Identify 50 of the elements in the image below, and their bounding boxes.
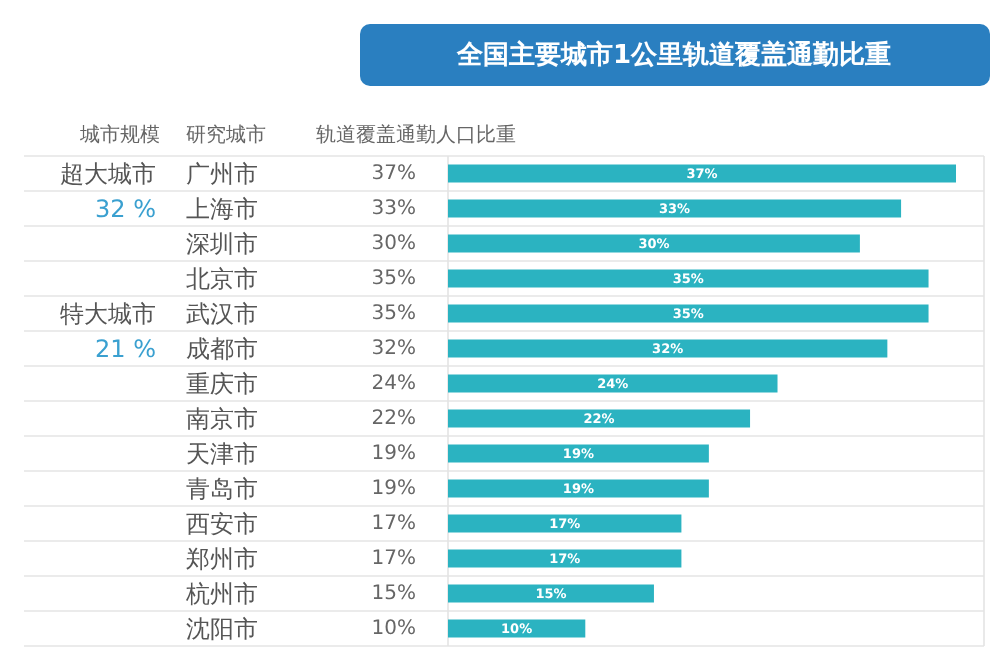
- y-tick-label: 上海市: [186, 194, 258, 223]
- data-label: 35%: [371, 302, 416, 325]
- y-tick-label: 成都市: [186, 334, 258, 363]
- y-tick-label: 重庆市: [186, 369, 258, 398]
- data-label: 37%: [371, 162, 416, 185]
- bar: [448, 164, 956, 183]
- bar: [448, 269, 929, 288]
- data-label: 17%: [371, 512, 416, 535]
- y-tick-label: 天津市: [186, 439, 258, 468]
- y-tick-label: 郑州市: [186, 544, 258, 573]
- y-tick-label: 西安市: [186, 509, 258, 538]
- text: 特大城市: [60, 299, 156, 328]
- y-tick-label: 深圳市: [186, 229, 258, 258]
- data-label: 24%: [371, 372, 416, 395]
- y-tick-label: 武汉市: [186, 299, 258, 328]
- data-label: 10%: [371, 617, 416, 640]
- data-label: 32%: [371, 337, 416, 360]
- y-axis-title: 研究城市: [186, 123, 266, 147]
- bar: [448, 234, 860, 253]
- bar: [448, 339, 888, 358]
- y-tick-label: 广州市: [186, 159, 258, 188]
- bar: [448, 374, 778, 393]
- bar: [448, 199, 902, 218]
- text: 城市规模: [78, 123, 160, 147]
- chart-title: 全国主要城市1公里轨道覆盖通勤比重: [454, 39, 892, 71]
- data-label: 33%: [371, 197, 416, 220]
- bar: [448, 549, 682, 568]
- y-tick-label: 北京市: [186, 264, 258, 293]
- bar: [448, 584, 654, 603]
- bar: [448, 304, 929, 323]
- bar: [448, 479, 709, 498]
- data-label: 30%: [371, 232, 416, 255]
- text: 超大城市: [60, 159, 156, 188]
- bar: [448, 444, 709, 463]
- data-label: 15%: [371, 582, 416, 605]
- data-label: 19%: [371, 477, 416, 500]
- text: 32 %: [95, 194, 156, 223]
- bar: [448, 514, 682, 533]
- text: 21 %: [95, 334, 156, 363]
- data-label: 17%: [371, 547, 416, 570]
- data-label: 35%: [371, 267, 416, 290]
- y-tick-label: 沈阳市: [186, 614, 258, 643]
- x-axis-title: 轨道覆盖通勤人口比重: [316, 123, 516, 147]
- bar: [448, 619, 586, 638]
- y-tick-label: 青岛市: [186, 474, 258, 503]
- bar: [448, 409, 751, 428]
- y-tick-label: 南京市: [186, 404, 258, 433]
- data-label: 22%: [371, 407, 416, 430]
- y-tick-label: 杭州市: [184, 579, 258, 608]
- data-label: 19%: [371, 442, 416, 465]
